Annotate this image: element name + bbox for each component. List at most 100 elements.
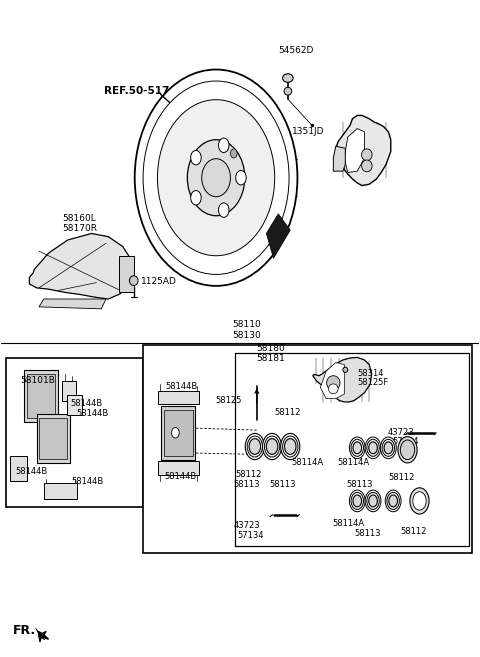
Ellipse shape xyxy=(135,70,298,286)
Ellipse shape xyxy=(187,140,245,215)
Ellipse shape xyxy=(245,434,264,460)
Text: 43723: 43723 xyxy=(234,521,261,530)
Text: 1125AD: 1125AD xyxy=(141,277,177,286)
Text: 58125F: 58125F xyxy=(357,378,388,387)
Polygon shape xyxy=(62,381,76,401)
Circle shape xyxy=(191,150,201,165)
Text: 58180
58181: 58180 58181 xyxy=(257,344,286,363)
Text: 58144B: 58144B xyxy=(165,472,197,481)
Ellipse shape xyxy=(285,439,296,455)
Bar xyxy=(6,358,144,507)
Ellipse shape xyxy=(351,492,363,509)
Text: 43723: 43723 xyxy=(387,428,414,437)
Ellipse shape xyxy=(328,384,338,394)
Bar xyxy=(26,374,55,418)
Circle shape xyxy=(218,203,229,217)
Circle shape xyxy=(191,191,201,205)
Text: 58112: 58112 xyxy=(401,527,427,536)
Ellipse shape xyxy=(281,434,300,460)
Text: 57134: 57134 xyxy=(238,530,264,539)
Bar xyxy=(24,371,58,422)
Ellipse shape xyxy=(413,491,426,510)
Ellipse shape xyxy=(202,159,230,196)
Ellipse shape xyxy=(410,487,429,514)
Ellipse shape xyxy=(389,495,397,507)
Ellipse shape xyxy=(400,440,415,460)
Text: 58112: 58112 xyxy=(388,473,415,482)
Text: 58113: 58113 xyxy=(354,528,381,537)
Polygon shape xyxy=(333,147,345,171)
Text: 1351JD: 1351JD xyxy=(292,127,324,136)
Ellipse shape xyxy=(157,100,275,256)
Circle shape xyxy=(218,138,229,152)
Bar xyxy=(164,410,192,456)
Text: 58144B: 58144B xyxy=(166,382,198,391)
Bar xyxy=(144,345,472,553)
Ellipse shape xyxy=(385,490,401,512)
Ellipse shape xyxy=(361,160,372,172)
Ellipse shape xyxy=(384,442,393,454)
Polygon shape xyxy=(39,299,106,309)
Text: 58144B: 58144B xyxy=(15,467,48,476)
Ellipse shape xyxy=(382,440,395,457)
Polygon shape xyxy=(67,396,82,415)
Text: 58113: 58113 xyxy=(270,480,296,489)
Ellipse shape xyxy=(353,495,361,507)
Circle shape xyxy=(236,171,246,185)
Ellipse shape xyxy=(367,440,379,457)
Ellipse shape xyxy=(130,276,138,286)
Ellipse shape xyxy=(247,436,263,457)
Ellipse shape xyxy=(398,437,417,463)
Ellipse shape xyxy=(266,439,278,455)
Polygon shape xyxy=(344,129,364,173)
Ellipse shape xyxy=(351,440,363,457)
Text: 58314: 58314 xyxy=(357,369,384,378)
Circle shape xyxy=(230,149,237,158)
Polygon shape xyxy=(10,457,27,481)
Polygon shape xyxy=(313,357,372,402)
Ellipse shape xyxy=(349,490,365,512)
Text: 54562D: 54562D xyxy=(278,46,313,55)
Text: 58112: 58112 xyxy=(235,470,262,479)
Bar xyxy=(235,353,469,546)
Ellipse shape xyxy=(284,87,292,95)
Text: 58160L
58170R: 58160L 58170R xyxy=(62,214,97,233)
Polygon shape xyxy=(29,233,132,299)
Text: 58113: 58113 xyxy=(234,480,260,489)
Ellipse shape xyxy=(369,495,377,507)
Text: REF.50-517: REF.50-517 xyxy=(104,86,169,96)
Ellipse shape xyxy=(353,442,361,454)
Polygon shape xyxy=(36,628,45,640)
Text: FR.: FR. xyxy=(12,623,36,637)
Ellipse shape xyxy=(365,490,381,512)
Ellipse shape xyxy=(264,436,280,457)
Text: 58101B: 58101B xyxy=(20,376,55,386)
Ellipse shape xyxy=(361,149,372,161)
Ellipse shape xyxy=(283,436,298,457)
Ellipse shape xyxy=(365,437,381,459)
Text: 57134: 57134 xyxy=(392,437,419,445)
Ellipse shape xyxy=(369,442,377,454)
Polygon shape xyxy=(336,116,391,185)
Ellipse shape xyxy=(343,367,348,373)
Ellipse shape xyxy=(381,437,396,459)
Bar xyxy=(161,406,195,460)
Polygon shape xyxy=(157,391,199,404)
Text: 58144B: 58144B xyxy=(76,409,108,419)
Polygon shape xyxy=(321,363,344,399)
Polygon shape xyxy=(157,461,199,476)
Ellipse shape xyxy=(326,376,340,390)
Circle shape xyxy=(171,428,179,438)
Text: 58144B: 58144B xyxy=(70,399,102,409)
Text: 58110
58130: 58110 58130 xyxy=(232,320,261,340)
Text: 58144B: 58144B xyxy=(72,477,104,486)
Ellipse shape xyxy=(283,74,293,82)
Text: 58113: 58113 xyxy=(347,480,373,489)
Ellipse shape xyxy=(249,439,261,455)
Polygon shape xyxy=(266,214,290,258)
Text: 58114A: 58114A xyxy=(332,520,364,528)
Text: 58112: 58112 xyxy=(275,408,301,417)
Ellipse shape xyxy=(263,434,282,460)
Ellipse shape xyxy=(349,437,365,459)
Polygon shape xyxy=(39,631,48,642)
